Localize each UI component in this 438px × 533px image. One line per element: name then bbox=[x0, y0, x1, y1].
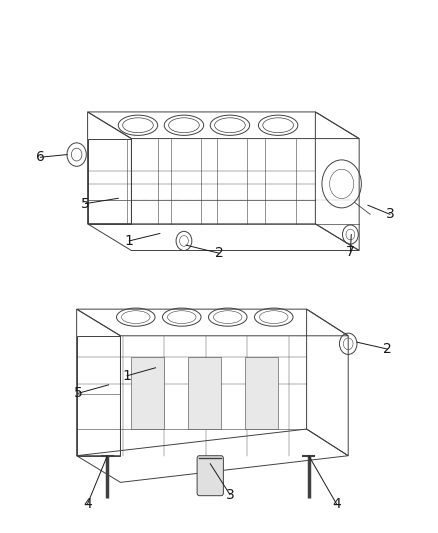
Text: 7: 7 bbox=[346, 245, 355, 259]
Text: 3: 3 bbox=[385, 207, 394, 221]
Polygon shape bbox=[131, 357, 164, 429]
Text: 5: 5 bbox=[81, 197, 90, 211]
Text: 2: 2 bbox=[215, 246, 223, 260]
FancyBboxPatch shape bbox=[197, 456, 223, 496]
Polygon shape bbox=[245, 357, 278, 429]
Text: 4: 4 bbox=[332, 497, 341, 511]
Text: 3: 3 bbox=[226, 488, 234, 502]
Text: 2: 2 bbox=[383, 342, 392, 356]
Text: 1: 1 bbox=[125, 234, 134, 248]
Text: 5: 5 bbox=[74, 386, 82, 400]
Text: 6: 6 bbox=[36, 150, 45, 164]
Text: 4: 4 bbox=[83, 497, 92, 511]
Text: 1: 1 bbox=[123, 369, 131, 383]
Polygon shape bbox=[188, 357, 221, 429]
